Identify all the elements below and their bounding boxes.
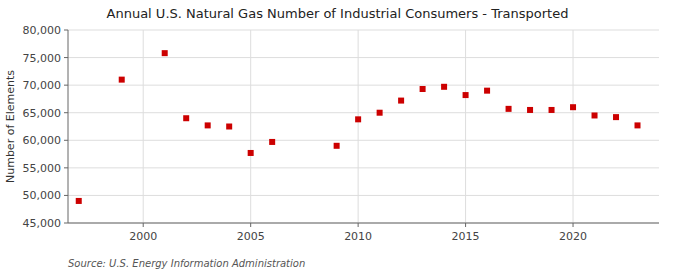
point (248, 150, 254, 156)
x-grid-line (358, 30, 359, 223)
x-tick (358, 223, 359, 227)
y-tick-label: 80,000 (23, 24, 62, 37)
y-tick (64, 167, 68, 168)
x-tick (250, 223, 251, 227)
y-tick-label: 60,000 (23, 134, 62, 147)
y-tick (64, 195, 68, 196)
y-tick (64, 85, 68, 86)
point (269, 139, 275, 145)
x-grid-line (465, 30, 466, 223)
y-grid-line (68, 140, 659, 141)
y-tick-label: 50,000 (23, 189, 62, 202)
y-tick (64, 140, 68, 141)
point (463, 92, 469, 98)
x-grid-line (573, 30, 574, 223)
x-grid-line (143, 30, 144, 223)
point (76, 198, 82, 204)
x-tick-label: 2010 (344, 230, 372, 243)
chart: Annual U.S. Natural Gas Number of Indust… (0, 0, 675, 275)
y-grid-line (68, 112, 659, 113)
point (377, 110, 383, 116)
y-tick (64, 223, 68, 224)
y-tick (64, 57, 68, 58)
point (635, 122, 641, 128)
x-tick-label: 2005 (237, 230, 265, 243)
point (506, 106, 512, 112)
point (355, 116, 361, 122)
x-tick (573, 223, 574, 227)
point (420, 86, 426, 92)
point (549, 107, 555, 113)
y-grid-line (68, 167, 659, 168)
y-tick-label: 70,000 (23, 79, 62, 92)
points (76, 50, 641, 204)
grid (68, 30, 659, 223)
x-tick-label: 2000 (129, 230, 157, 243)
y-grid-line (68, 223, 659, 224)
point (527, 107, 533, 113)
point (162, 50, 168, 56)
y-grid-line (68, 195, 659, 196)
point (570, 104, 576, 110)
point (613, 114, 619, 120)
point (119, 77, 125, 83)
y-grid-line (68, 85, 659, 86)
x-tick (465, 223, 466, 227)
y-tick (64, 30, 68, 31)
y-grid-line (68, 30, 659, 31)
point (592, 112, 598, 118)
axes: 45,000 50,000 55,000 60,000 65,000 70,000 75,0… (23, 24, 660, 243)
point (226, 124, 232, 130)
x-grid-line (250, 30, 251, 223)
point (484, 88, 490, 94)
x-tick (143, 223, 144, 227)
y-tick-label: 65,000 (23, 107, 62, 120)
title: Annual U.S. Natural Gas Number of Indust… (107, 6, 569, 21)
y-grid-line (68, 57, 659, 58)
y-tick-label: 45,000 (23, 217, 62, 230)
x-tick-label: 2020 (559, 230, 587, 243)
point (205, 122, 211, 128)
x-axis-line (68, 223, 659, 224)
y-tick-label: 75,000 (23, 52, 62, 65)
x-tick-label: 2015 (452, 230, 480, 243)
point (183, 115, 189, 121)
point (398, 98, 404, 104)
y-axis-label: Number of Elements (4, 70, 17, 183)
y-axis-line (68, 30, 69, 223)
point (334, 143, 340, 149)
y-tick-label: 55,000 (23, 162, 62, 175)
source-note: Source: U.S. Energy Information Administ… (68, 258, 305, 269)
y-tick (64, 112, 68, 113)
point (441, 84, 447, 90)
